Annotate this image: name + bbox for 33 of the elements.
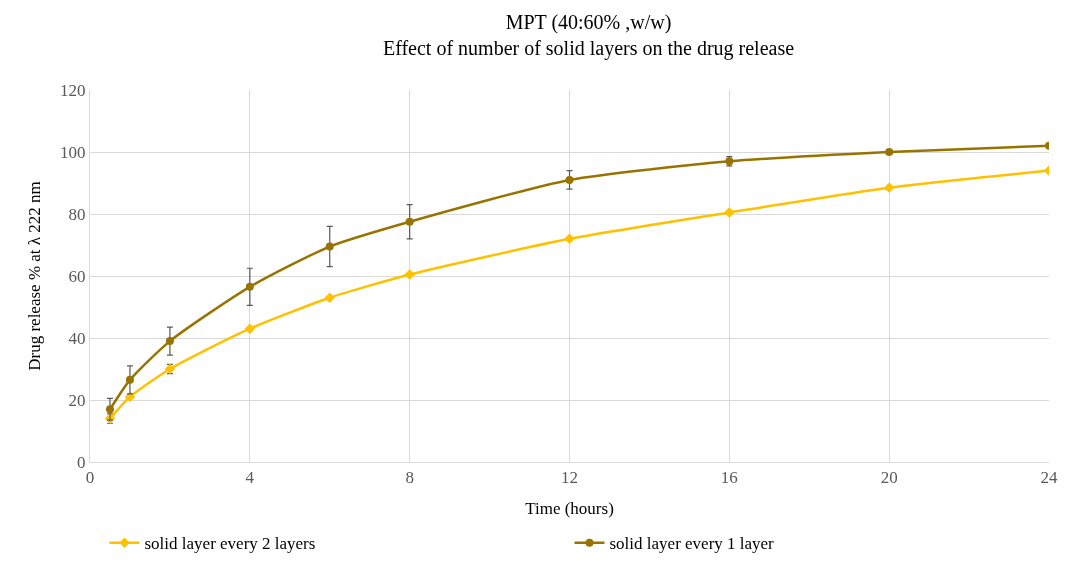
x-tick-label: 24 (1040, 468, 1058, 488)
legend-label: solid layer every 1 layer (609, 534, 775, 554)
point (404, 269, 415, 280)
point (165, 337, 174, 346)
point (324, 292, 335, 303)
y-tick-label: 80 (68, 204, 86, 224)
x-tick-label: 20 (880, 468, 898, 488)
point (405, 217, 414, 226)
y-tick-label: 20 (68, 390, 86, 410)
point (125, 375, 134, 384)
x-tick-label: 16 (720, 468, 738, 488)
point (244, 323, 256, 334)
x-tick-label: 12 (561, 468, 578, 488)
chart-subtitle: Effect of number of solid layers on the drug release (382, 36, 795, 60)
point (245, 282, 254, 291)
y-axis-title: Drug release % at λ 222 nm (24, 181, 44, 371)
point (883, 182, 895, 193)
y-tick-label: 100 (60, 142, 86, 162)
point (124, 391, 136, 403)
x-axis-title: Time (hours) (525, 498, 614, 518)
chart-title: MPT (40:60% ,w/w) (505, 10, 672, 34)
y-tick-label: 60 (68, 266, 86, 286)
y-tick-label: 0 (77, 452, 86, 472)
x-tick-label: 4 (245, 468, 255, 488)
point (564, 233, 575, 244)
point (724, 207, 735, 218)
point (105, 405, 114, 414)
point (565, 175, 574, 184)
y-tick-label: 120 (60, 80, 86, 100)
x-tick-label: 8 (405, 468, 414, 488)
point (325, 242, 334, 251)
y-tick-label: 40 (68, 328, 86, 348)
legend-label: solid layer every 2 layers (144, 534, 316, 554)
